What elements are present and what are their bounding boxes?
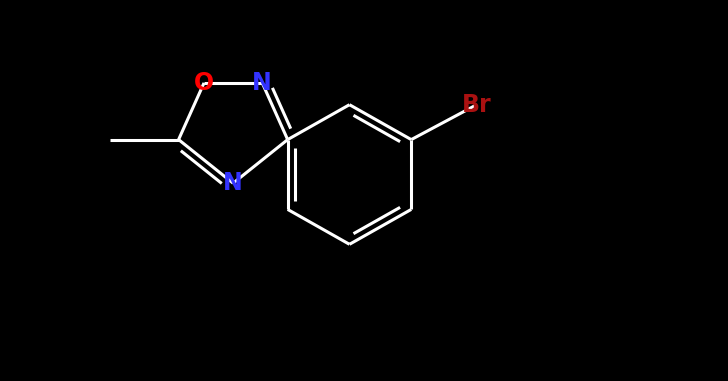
- Text: Br: Br: [462, 93, 491, 117]
- Text: N: N: [253, 71, 272, 95]
- Text: N: N: [223, 171, 243, 195]
- Text: O: O: [194, 71, 214, 95]
